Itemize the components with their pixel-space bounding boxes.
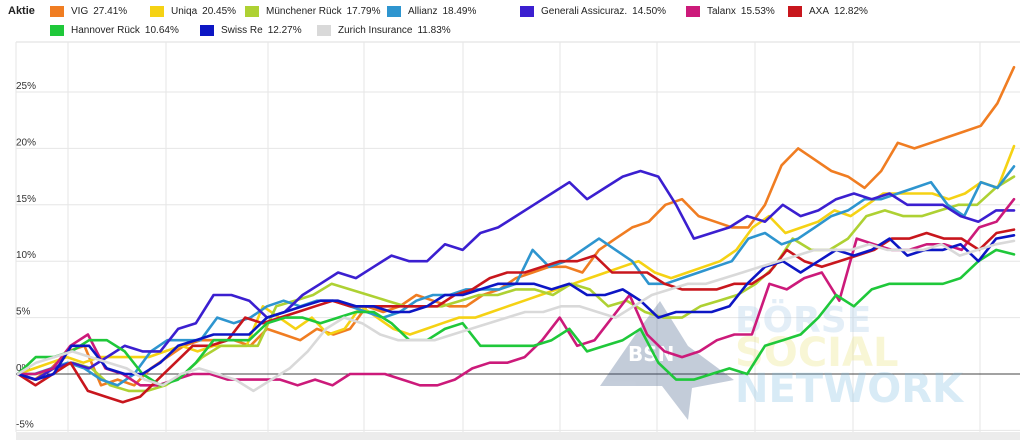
legend-series-pct: 14.50% [632, 5, 667, 17]
series-line-swiss-re [16, 234, 1016, 381]
watermark-star-icon [600, 301, 734, 420]
y-tick-label: 10% [16, 250, 36, 261]
legend-swatch [788, 5, 802, 17]
legend-swatch [150, 5, 164, 17]
series-line-talanx [16, 197, 1016, 387]
watermark-line3: NETWORK [735, 366, 965, 412]
legend-item-uniqa[interactable]: Uniqa 20.45% [150, 4, 236, 18]
legend-series-name: Swiss Re [221, 24, 263, 36]
legend-swatch [686, 5, 700, 17]
legend-series-name: VIG [71, 5, 89, 17]
legend-swatch [520, 5, 534, 17]
navigator-strip [16, 432, 1020, 440]
legend-series-name: AXA [809, 5, 830, 17]
legend-series-name: Zurich Insurance [338, 24, 413, 36]
chart-legend: Aktie VIG 27.41% Uniqa 20.45% Münchener Rück… [0, 0, 1024, 44]
legend-series-name: Uniqa [171, 5, 198, 17]
y-tick-label: 15% [16, 194, 36, 205]
watermark-line2: SOCIAL [735, 330, 899, 376]
y-tick-label: 5% [16, 307, 31, 318]
legend-item-generali-assicuraz[interactable]: Generali Assicuraz. 14.50% [520, 4, 666, 18]
legend-swatch [200, 24, 214, 36]
legend-swatch [50, 24, 64, 36]
y-tick-label: 25% [16, 81, 36, 92]
legend-series-pct: 12.27% [267, 24, 302, 36]
watermark-logo-text: BSN [628, 342, 674, 366]
series-line-axa [16, 228, 1016, 404]
legend-item-vig[interactable]: VIG 27.41% [50, 4, 127, 18]
legend-title: Aktie [8, 5, 35, 17]
legend-item-swiss-re[interactable]: Swiss Re 12.27% [200, 23, 302, 37]
legend-series-pct: 11.83% [417, 24, 451, 36]
legend-series-name: Talanx [707, 5, 736, 17]
legend-swatch [50, 5, 64, 17]
legend-series-name: Hannover Rück [71, 24, 140, 36]
legend-item-talanx[interactable]: Talanx 15.53% [686, 4, 775, 18]
legend-item-hannover-ruck[interactable]: Hannover Rück 10.64% [50, 23, 179, 37]
legend-item-axa[interactable]: AXA 12.82% [788, 4, 868, 18]
legend-series-pct: 18.49% [442, 5, 477, 17]
legend-series-pct: 12.82% [834, 5, 868, 17]
legend-series-pct: 17.79% [346, 5, 381, 17]
legend-series-name: Allianz [408, 5, 438, 17]
y-tick-label: 20% [16, 137, 36, 148]
y-tick-label: -5% [16, 419, 34, 430]
legend-series-name: Münchener Rück [266, 5, 342, 17]
legend-series-pct: 20.45% [202, 5, 237, 17]
legend-series-pct: 15.53% [740, 5, 775, 17]
series-line-zurich-insurance [16, 239, 1016, 393]
legend-swatch [387, 5, 401, 17]
legend-swatch [317, 24, 331, 36]
legend-item-munchener-ruck[interactable]: Münchener Rück 17.79% [245, 4, 381, 18]
legend-series-pct: 10.64% [144, 24, 179, 36]
legend-item-zurich-insurance[interactable]: Zurich Insurance 11.83% [317, 23, 451, 37]
legend-series-name: Generali Assicuraz. [541, 5, 628, 17]
series-line-uniqa [16, 144, 1016, 376]
series-line-generali-assicuraz [16, 169, 1016, 381]
legend-swatch [245, 5, 259, 17]
legend-series-pct: 27.41% [93, 5, 128, 17]
legend-item-allianz[interactable]: Allianz 18.49% [387, 4, 476, 18]
